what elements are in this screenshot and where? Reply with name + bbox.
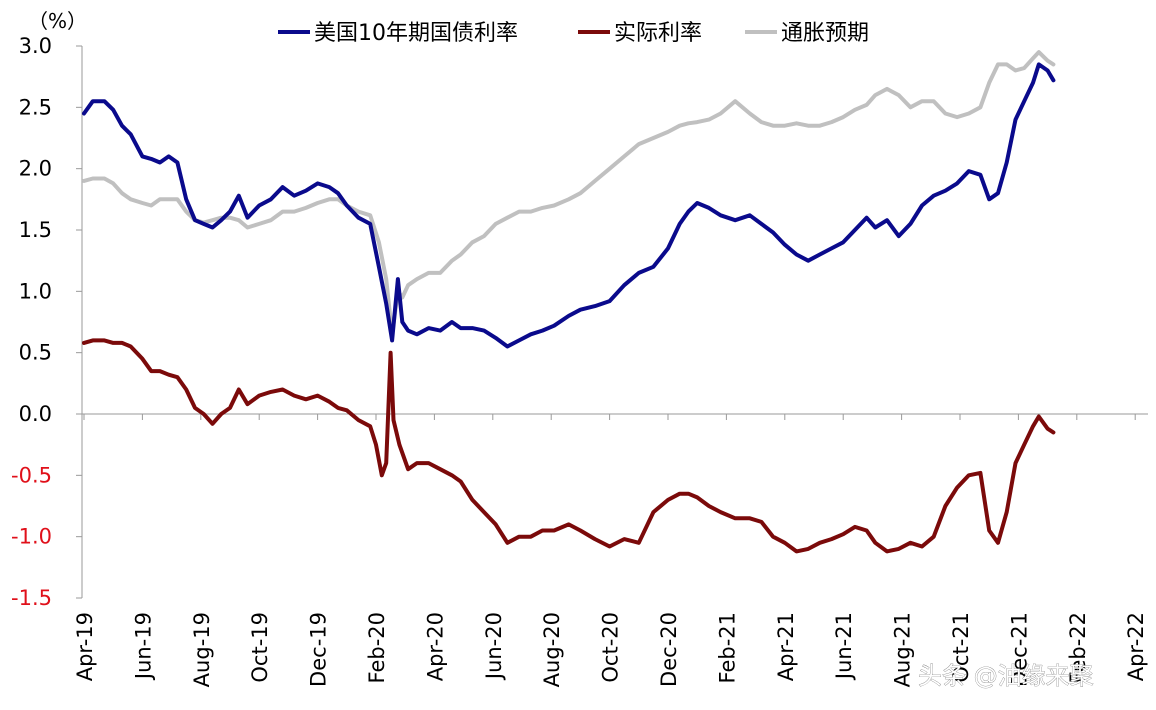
y-tick-label: 0.0 [19,402,52,426]
x-tick-label: Apr-22 [1124,612,1148,681]
series-line-1 [82,338,1056,554]
x-tick-label: Oct-21 [949,612,973,683]
x-tick-label: Oct-20 [599,612,623,683]
x-tick-label: Jun-21 [832,612,856,681]
y-tick-label: 3.0 [19,34,52,58]
y-tick-label: 0.5 [19,341,52,365]
y-unit-label: （%） [28,9,87,33]
x-tick-label: Dec-19 [307,612,331,687]
x-tick-label: Apr-21 [774,612,798,681]
y-tick-label: -1.0 [11,525,52,549]
x-tick-label: Feb-22 [1066,612,1090,683]
y-tick-label: 1.5 [19,218,52,242]
x-tick-label: Apr-20 [423,612,447,681]
x-tick-label: Jun-20 [482,612,506,681]
legend-label-2: 通胀预期 [781,21,869,46]
watermark: 头条 @油缘来聚 [918,662,1094,690]
x-tick-label: Aug-19 [190,612,214,687]
legend-label-1: 实际利率 [614,21,702,46]
series-layer [82,50,1056,554]
series-line-2 [82,50,1056,337]
axes: 3.0 2.5 2.0 1.5 1.0 0.5 0.0 -0.5 -1.0 -1.5 Apr-19 J… [11,34,1148,687]
series-line-0 [82,62,1056,349]
x-tick-label: Apr-19 [73,612,97,681]
x-tick-label: Oct-19 [248,612,272,683]
legend-label-0: 美国10年期国债利率 [314,21,518,46]
x-tick-label: Dec-20 [657,612,681,687]
y-tick-label: -1.5 [11,586,52,610]
y-tick-label: 2.0 [19,157,52,181]
x-tick-label: Jun-19 [131,612,155,681]
legend: 美国10年期国债利率 实际利率 通胀预期 [278,21,869,46]
y-tick-label: 1.0 [19,279,52,303]
y-tick-label: 2.5 [19,95,52,119]
x-tick-label: Aug-20 [540,612,564,687]
x-tick-label: Feb-21 [715,612,739,683]
x-tick-label: Feb-20 [365,612,389,683]
y-tick-label: -0.5 [11,463,52,487]
x-tick-label: Dec-21 [1007,612,1031,687]
x-tick-label: Aug-21 [891,612,915,687]
